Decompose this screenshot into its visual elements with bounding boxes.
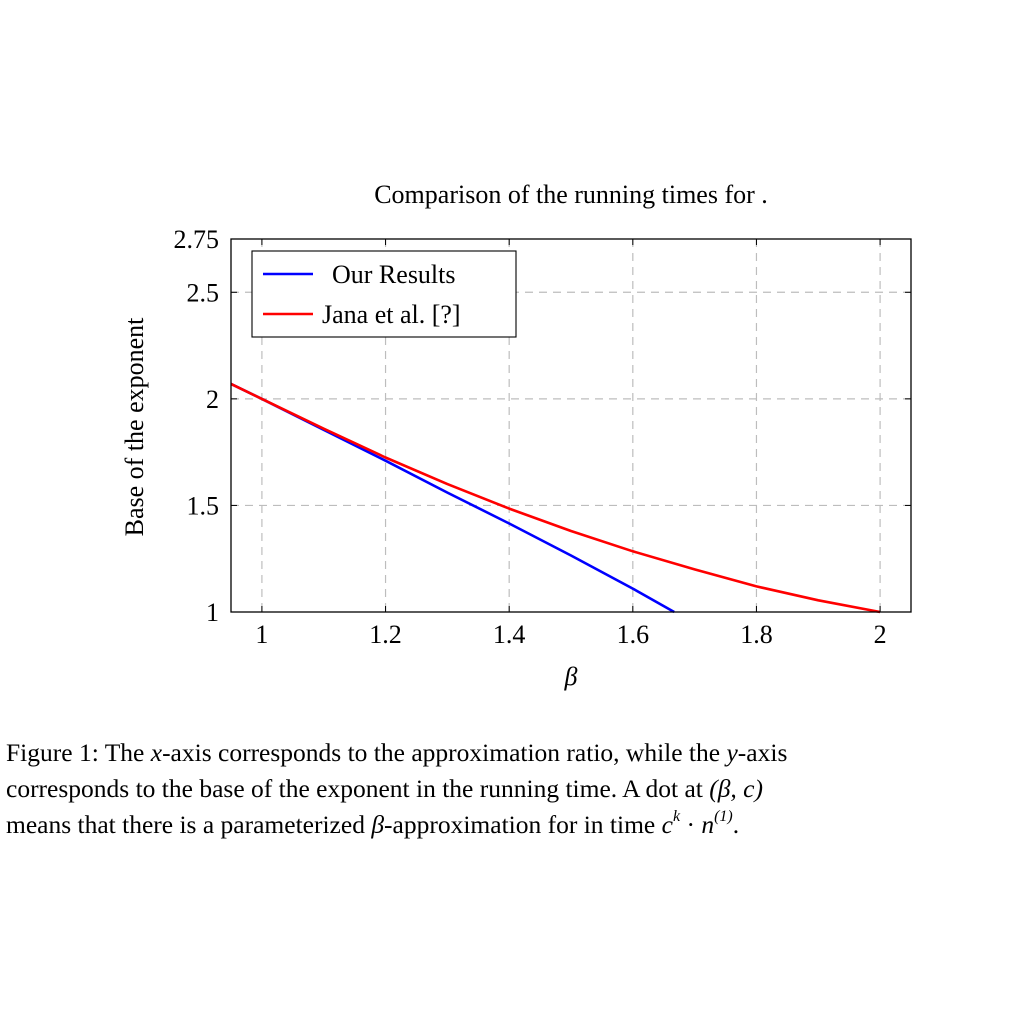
y-tick-label: 1 bbox=[206, 598, 219, 627]
plot-frame bbox=[230, 238, 912, 613]
axis-ticks: 1 1.2 1.4 1.6 1.8 2 1 1.5 2 2.5 2.75 bbox=[174, 225, 911, 649]
x-tick-label: 1.6 bbox=[617, 620, 650, 649]
caption-line-2: corresponds to the base of the exponent … bbox=[6, 774, 763, 803]
legend-label: Our Results bbox=[332, 260, 456, 289]
chart-title: Comparison of the running times for . bbox=[374, 180, 768, 209]
y-tick-label: 2.75 bbox=[174, 225, 220, 254]
x-tick-label: 1.4 bbox=[493, 620, 526, 649]
x-tick-label: 2 bbox=[874, 620, 887, 649]
y-tick-label: 1.5 bbox=[187, 491, 220, 520]
series-line-1 bbox=[230, 382, 675, 614]
y-tick-label: 2.5 bbox=[187, 278, 220, 307]
x-axis-label: β bbox=[564, 662, 578, 691]
legend-box bbox=[251, 250, 517, 338]
x-tick-label: 1 bbox=[255, 620, 268, 649]
figure-caption: Figure 1: The x-axis corresponds to the … bbox=[6, 735, 1022, 843]
x-tick-label: 1.2 bbox=[369, 620, 402, 649]
caption-line-3: means that there is a parameterized β-ap… bbox=[6, 807, 740, 839]
legend-label: Jana et al. [?] bbox=[322, 300, 461, 329]
series-line-2 bbox=[230, 382, 881, 614]
caption-line-1: Figure 1: The x-axis corresponds to the … bbox=[6, 738, 788, 767]
y-tick-label: 2 bbox=[206, 385, 219, 414]
y-axis-label: Base of the exponent bbox=[120, 317, 149, 537]
x-tick-label: 1.8 bbox=[740, 620, 773, 649]
legend: Our Results Jana et al. [?] bbox=[251, 250, 517, 338]
plot-lines bbox=[230, 382, 881, 614]
